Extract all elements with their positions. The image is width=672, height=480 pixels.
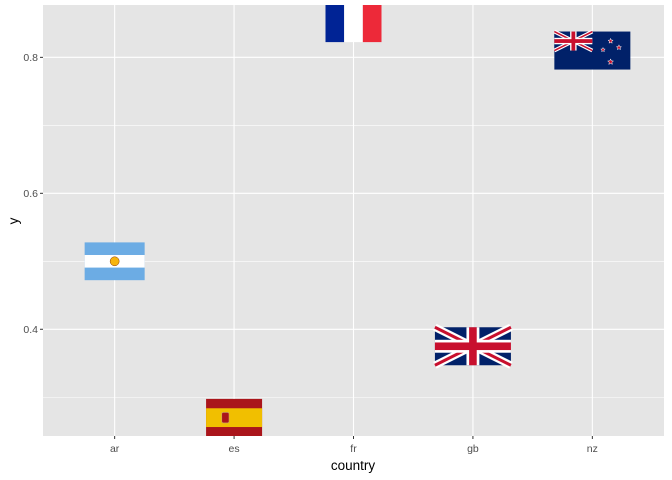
france-flag-icon — [325, 5, 382, 43]
x-axis-title: country — [331, 458, 376, 473]
y-axis-ticks: 0.4 0.6 0.8 — [23, 52, 43, 336]
argentina-flag-icon — [84, 242, 145, 281]
x-axis-ticks: ar es fr gb nz — [110, 436, 598, 455]
united-kingdom-flag-icon — [433, 323, 513, 369]
flag-markers — [84, 5, 631, 436]
spain-flag-icon — [206, 398, 263, 436]
x-tick-label: nz — [587, 443, 598, 455]
new-zealand-flag-icon — [553, 29, 631, 70]
x-tick-label: gb — [467, 443, 479, 455]
x-tick-label: fr — [350, 443, 357, 455]
y-tick-label: 0.4 — [23, 324, 38, 336]
y-tick-label: 0.6 — [23, 188, 38, 200]
x-tick-label: es — [229, 443, 240, 455]
x-tick-label: ar — [110, 443, 120, 455]
y-tick-label: 0.8 — [23, 52, 38, 64]
y-axis-title: y — [6, 217, 21, 224]
